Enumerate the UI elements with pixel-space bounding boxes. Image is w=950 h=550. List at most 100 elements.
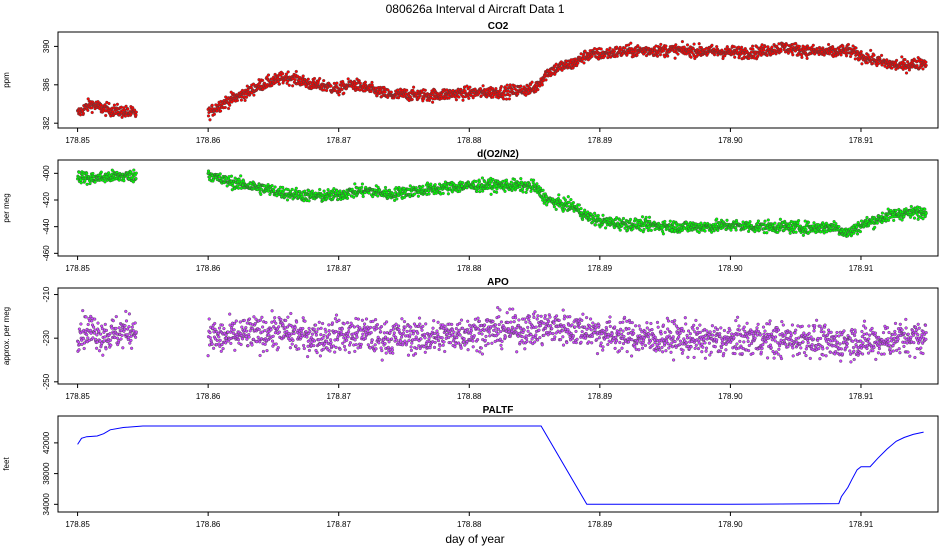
- data-point: [660, 226, 664, 230]
- data-point: [580, 217, 585, 222]
- x-tick-label: 178.86: [196, 136, 221, 145]
- data-point: [520, 187, 525, 191]
- data-point: [86, 336, 90, 340]
- data-point: [846, 42, 850, 47]
- data-point: [375, 326, 379, 331]
- data-point: [859, 219, 864, 223]
- data-point: [499, 84, 503, 89]
- data-point: [112, 103, 116, 107]
- data-point: [277, 325, 281, 329]
- data-point: [240, 325, 244, 329]
- data-point: [753, 230, 757, 234]
- data-point: [593, 223, 597, 227]
- data-point: [91, 171, 95, 176]
- data-point: [336, 330, 340, 334]
- data-point: [321, 321, 325, 326]
- data-point: [247, 335, 251, 339]
- data-point: [285, 329, 289, 333]
- data-point: [848, 54, 853, 59]
- data-point: [244, 329, 249, 333]
- data-point: [273, 185, 277, 189]
- data-point: [794, 41, 798, 46]
- data-point: [560, 68, 564, 72]
- data-point: [332, 344, 336, 348]
- data-point: [76, 340, 80, 344]
- data-point: [346, 77, 350, 81]
- data-point: [221, 347, 225, 351]
- data-point: [502, 97, 506, 101]
- data-point: [132, 108, 137, 112]
- data-point: [725, 218, 729, 222]
- data-point: [386, 345, 390, 349]
- figure-title: 080626a Interval d Aircraft Data 1: [386, 2, 565, 16]
- data-point: [317, 338, 321, 342]
- data-point: [129, 338, 133, 342]
- data-point: [859, 49, 863, 54]
- data-point: [839, 53, 843, 57]
- data-point: [554, 62, 558, 66]
- data-point: [302, 346, 306, 351]
- data-point: [387, 188, 392, 192]
- plot-frame: [57, 31, 939, 129]
- data-point: [208, 331, 212, 335]
- data-point: [261, 349, 265, 354]
- data-point: [873, 225, 877, 229]
- data-point: [661, 232, 665, 236]
- data-point: [124, 104, 128, 108]
- data-point: [238, 320, 242, 324]
- data-point: [302, 343, 306, 348]
- data-point: [562, 207, 567, 211]
- data-point: [544, 195, 548, 199]
- data-point: [336, 197, 340, 202]
- data-point: [129, 170, 133, 174]
- data-point: [345, 338, 349, 342]
- data-point: [552, 205, 556, 209]
- data-point: [478, 87, 483, 91]
- data-point: [94, 346, 99, 350]
- data-point: [322, 333, 326, 338]
- data-point: [277, 330, 281, 334]
- data-point: [265, 349, 269, 353]
- data-point: [360, 182, 364, 186]
- data-point: [82, 346, 86, 351]
- data-point: [210, 342, 214, 346]
- data-point: [614, 216, 619, 220]
- data-point: [109, 343, 113, 347]
- data-point: [628, 217, 633, 221]
- data-point: [77, 327, 81, 331]
- data-point: [104, 113, 108, 118]
- data-point: [347, 330, 351, 334]
- data-point: [210, 103, 214, 107]
- data-point: [383, 90, 387, 94]
- data-point: [371, 195, 375, 199]
- data-point: [875, 221, 879, 225]
- data-point: [557, 193, 561, 197]
- data-point: [251, 337, 256, 341]
- data-point: [363, 80, 367, 84]
- data-point: [261, 325, 265, 329]
- data-point: [77, 170, 81, 174]
- data-point: [285, 325, 290, 329]
- data-point: [509, 180, 513, 184]
- data-point: [114, 326, 118, 330]
- data-point: [126, 107, 130, 111]
- data-point: [644, 53, 649, 58]
- data-point: [130, 346, 134, 350]
- data-point: [88, 182, 92, 186]
- x-tick-label: 178.87: [326, 136, 351, 145]
- data-point: [804, 228, 808, 232]
- data-point: [431, 100, 435, 104]
- data-point: [332, 187, 336, 191]
- data-point: [121, 346, 125, 350]
- data-point: [81, 111, 85, 115]
- data-point: [524, 190, 528, 194]
- data-point: [129, 334, 133, 338]
- data-point: [115, 102, 119, 106]
- data-point: [219, 349, 223, 353]
- data-point: [535, 182, 539, 186]
- data-point: [216, 331, 220, 335]
- data-point: [410, 97, 414, 102]
- data-point: [361, 194, 365, 199]
- data-point: [666, 54, 670, 58]
- data-point: [110, 110, 115, 114]
